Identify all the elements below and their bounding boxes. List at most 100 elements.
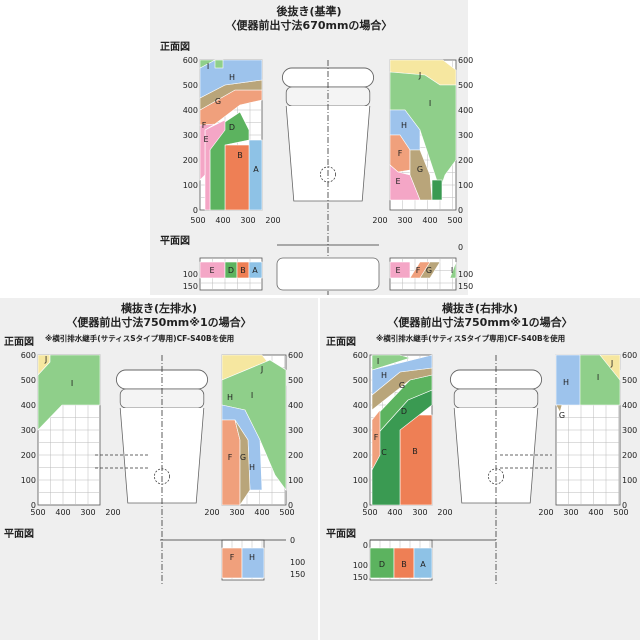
right-lbl-B: B [412,447,418,456]
top-plan-tick: 0 [458,242,464,252]
right-title: 横抜き(右排水) [441,302,519,315]
right-zone-F [371,409,381,471]
left-lbl-H-r: H [227,393,233,402]
right-zone-H-r [555,354,581,406]
top-xtick-left: 200 [265,215,281,225]
top-ytick-right: 400 [458,105,474,115]
right-note: ※横引排水継手(サティスSタイプ専用)CF-S40Bを使用 [376,334,566,343]
right-ytick-r: 500 [622,375,638,385]
top-plan-lbl-F-r: F [416,266,421,275]
right-xtick: 300 [412,507,428,517]
top-ytick-left: 300 [182,130,198,140]
left-xtick-r: 200 [204,507,220,517]
top-lbl-I-r: I [429,99,431,108]
right-zone-I [371,354,412,371]
right-lbl-H-r: H [563,378,569,387]
left-title: 横抜き(左排水) [120,302,198,315]
right-lbl-J-r: J [610,359,613,368]
top-ytick-left: 100 [182,180,198,190]
right-zone-H [371,354,433,396]
left-ytick: 500 [20,375,36,385]
right-subtitle: 〈便器前出寸法750mm※1の場合〉 [387,316,573,329]
left-xtick: 200 [105,507,121,517]
left-ytick-r: 200 [288,450,304,460]
top-ytick-right: 500 [458,80,474,90]
left-subtitle: 〈便器前出寸法750mm※1の場合〉 [66,316,252,329]
top-ytick-left: 600 [182,55,198,65]
top-plan-tick: 150 [182,281,198,291]
left-ytick: 0 [30,500,36,510]
top-front-label: 正面図 [160,42,190,53]
top-ytick-right: 200 [458,155,474,165]
top-plan-label: 平面図 [160,236,190,247]
left-note: ※横引排水継手(サティスSタイプ専用)CF-S40Bを使用 [45,334,235,343]
left-ytick: 200 [20,450,36,460]
left-plan-label: 平面図 [4,529,34,540]
left-xtick: 300 [80,507,96,517]
top-lbl-H: H [229,73,235,82]
right-plan-label: 平面図 [326,529,356,540]
top-xtick-left: 300 [240,215,256,225]
left-xtick-r: 400 [254,507,270,517]
left-zone-G-r [234,419,251,506]
right-lbl-D: D [401,407,407,416]
top-plan-A [248,261,263,279]
top-plan-G-r [419,261,441,279]
top-plan-lbl-B: B [240,266,246,275]
top-lbl-G-r: G [417,165,423,174]
right-xtick-r: 200 [538,507,554,517]
right-plan-D [369,547,395,579]
right-lbl-G-r: G [559,411,565,420]
top-plan-tick: 100 [182,269,198,279]
top-zone-I [199,59,216,69]
right-xtick: 500 [362,507,378,517]
top-plan-lbl-E-r: E [395,266,400,275]
top-lbl-I: I [207,62,209,71]
right-ytick-r: 200 [622,450,638,460]
left-lbl-G-r: G [240,453,246,462]
left-ytick: 600 [20,350,36,360]
right-ytick-r: 400 [622,400,638,410]
right-ytick: 500 [352,375,368,385]
left-ytick-r: 500 [288,375,304,385]
left-lbl-J: J [44,355,47,364]
left-ytick-r: 600 [288,350,304,360]
left-drain-pipe [95,454,150,469]
left-plan-tick: 150 [290,569,306,579]
right-front-label: 正面図 [326,337,356,348]
top-xtick-right: 200 [372,215,388,225]
right-zone-B [399,414,433,506]
top-lbl-A: A [253,165,259,174]
top-plan-lbl-I-r: I [451,266,453,275]
top-plan-lbl-A: A [252,266,258,275]
right-plan-tick: 0 [362,540,368,550]
right-ytick: 100 [352,475,368,485]
top-ytick-right: 0 [458,205,464,215]
right-xtick-r: 400 [588,507,604,517]
left-front-label: 正面図 [4,337,34,348]
top-lbl-D: D [229,123,235,132]
left-xtick: 500 [30,507,46,517]
left-plan-H [241,547,265,579]
right-lbl-C: C [381,448,387,457]
left-lbl-J-r: J [260,365,263,374]
top-plan-lbl-G-r: G [426,266,432,275]
top-xtick-right: 500 [447,215,463,225]
left-ytick: 300 [20,425,36,435]
top-lbl-G: G [215,97,221,106]
left-ytick-r: 300 [288,425,304,435]
top-lbl-B: B [237,151,243,160]
right-lbl-I-r: I [597,373,599,382]
right-zone-G-r [555,404,563,413]
left-xtick: 400 [55,507,71,517]
left-ytick-r: 100 [288,475,304,485]
top-plan-toilet [276,257,380,291]
left-zone-I [37,354,101,431]
right-plan-lbl-B: B [401,560,407,569]
left-ytick-r: 400 [288,400,304,410]
right-plan-tick: 150 [352,572,368,582]
top-lbl-E-r: E [395,177,400,186]
left-plan-tick: 0 [290,535,296,545]
top-lbl-J: J [418,71,421,80]
left-plan-lbl-H: H [249,553,255,562]
